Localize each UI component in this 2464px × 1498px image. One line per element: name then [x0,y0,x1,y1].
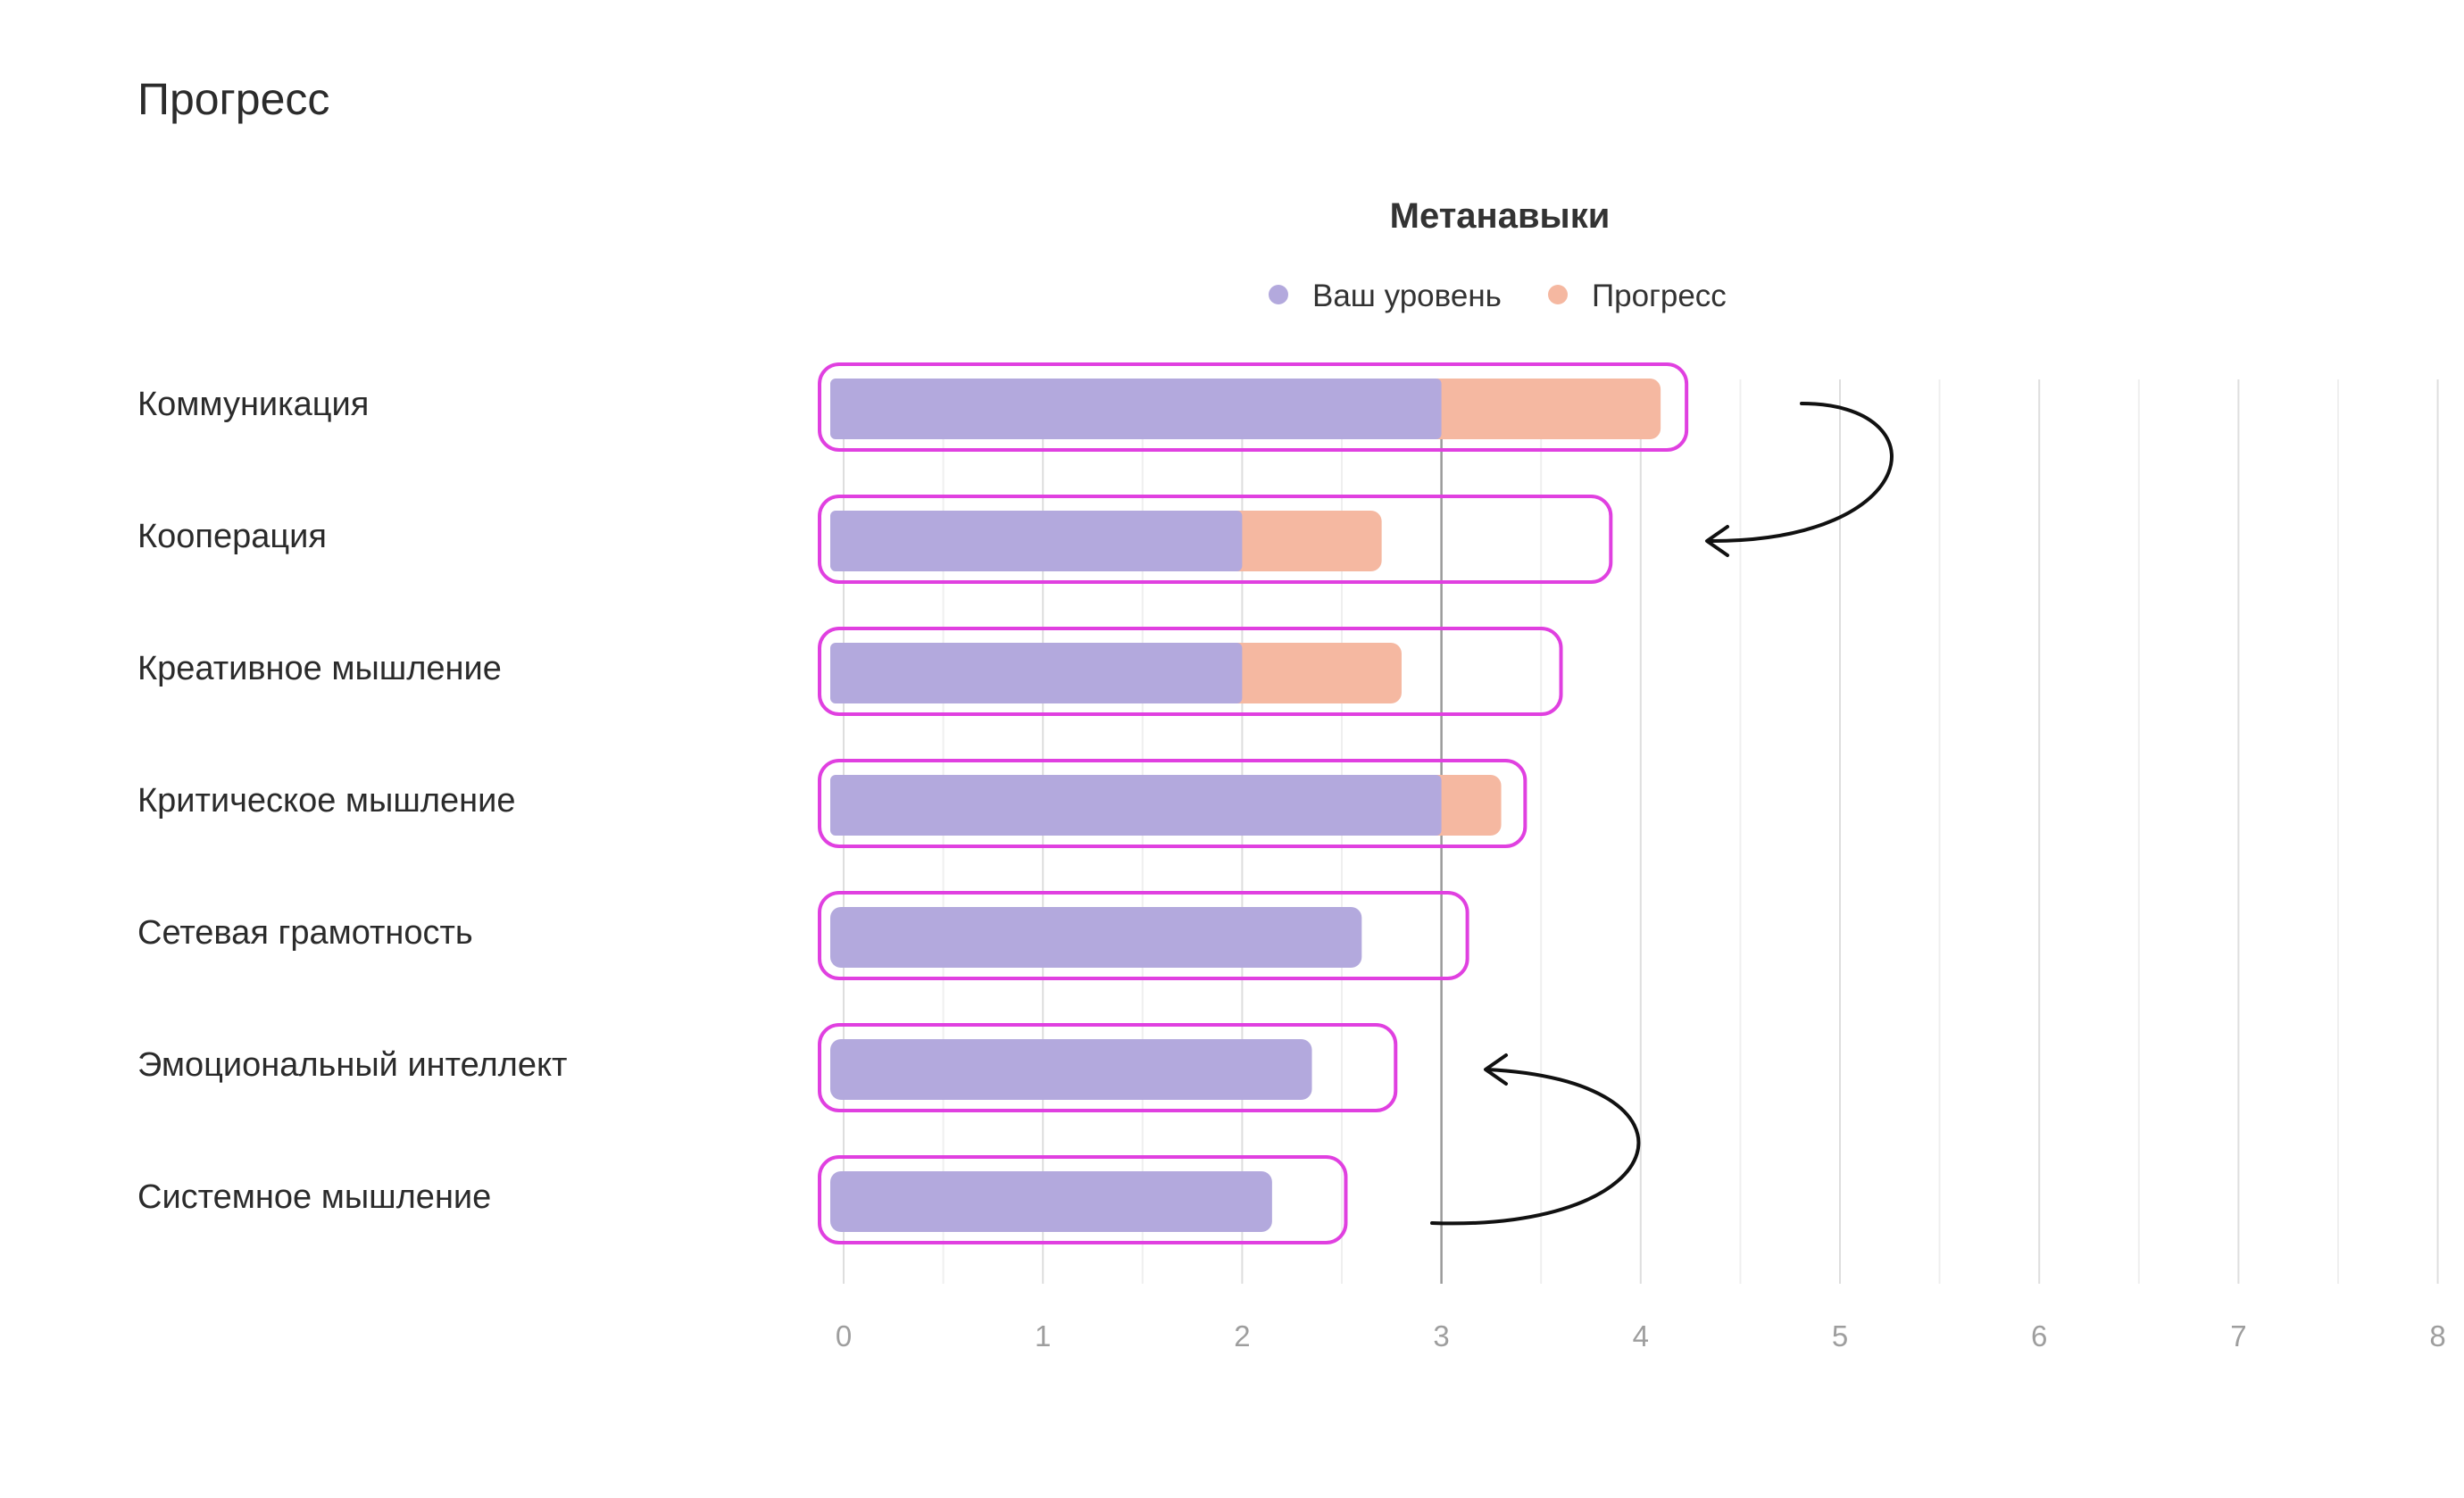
x-tick-label: 1 [1035,1319,1051,1352]
category-label: Креативное мышление [137,650,502,687]
legend-marker [1548,285,1568,304]
arrowhead [1705,525,1729,557]
x-tick-label: 3 [1433,1319,1449,1352]
chart-bars [830,379,1661,1232]
x-tick-label: 5 [1832,1319,1848,1352]
highlight-box [818,495,1613,584]
highlight-box [818,362,1689,452]
bar-level [830,511,1243,571]
category-label: Сетевая грамотность [137,914,473,952]
legend-label: Прогресс [1592,279,1727,313]
x-tick-label: 0 [836,1319,852,1352]
arrow-curve [1430,1068,1641,1226]
x-tick-label: 2 [1234,1319,1250,1352]
page-title: Прогресс [137,74,330,124]
highlight-box [818,1155,1348,1244]
arrowhead [1484,1053,1508,1086]
chart-category-labels: Коммуникация Кооперация Креативное мышлени… [137,386,567,1216]
bar-level [830,775,1442,836]
legend-marker [1269,285,1288,304]
bar-level [830,1171,1272,1232]
chart-title: Метанавыки [1390,196,1611,236]
x-tick-label: 7 [2230,1319,2246,1352]
category-label: Коммуникация [137,386,369,423]
legend-label: Ваш уровень [1312,279,1502,313]
chart-x-ticks: 0 1 2 3 4 5 6 7 8 [836,1319,2446,1352]
arrow-curve [1708,402,1894,544]
highlight-box [818,891,1469,980]
chart-legend: Ваш уровень Прогресс [1269,279,1727,313]
bar-level [830,907,1362,968]
bar-level [830,379,1442,439]
x-tick-label: 8 [2429,1319,2445,1352]
bar-level [830,1039,1312,1100]
x-tick-label: 4 [1633,1319,1649,1352]
chart-arrows [1430,402,1894,1226]
x-tick-label: 6 [2031,1319,2047,1352]
highlight-box [818,759,1528,848]
chart-highlights [818,362,1689,1244]
highlight-box [818,627,1563,716]
bar-level [830,643,1243,703]
category-label: Кооперация [137,518,327,555]
category-label: Критическое мышление [137,782,516,820]
category-label: Эмоциональный интеллект [137,1046,567,1084]
category-label: Системное мышление [137,1178,491,1216]
highlight-box [818,1023,1398,1112]
